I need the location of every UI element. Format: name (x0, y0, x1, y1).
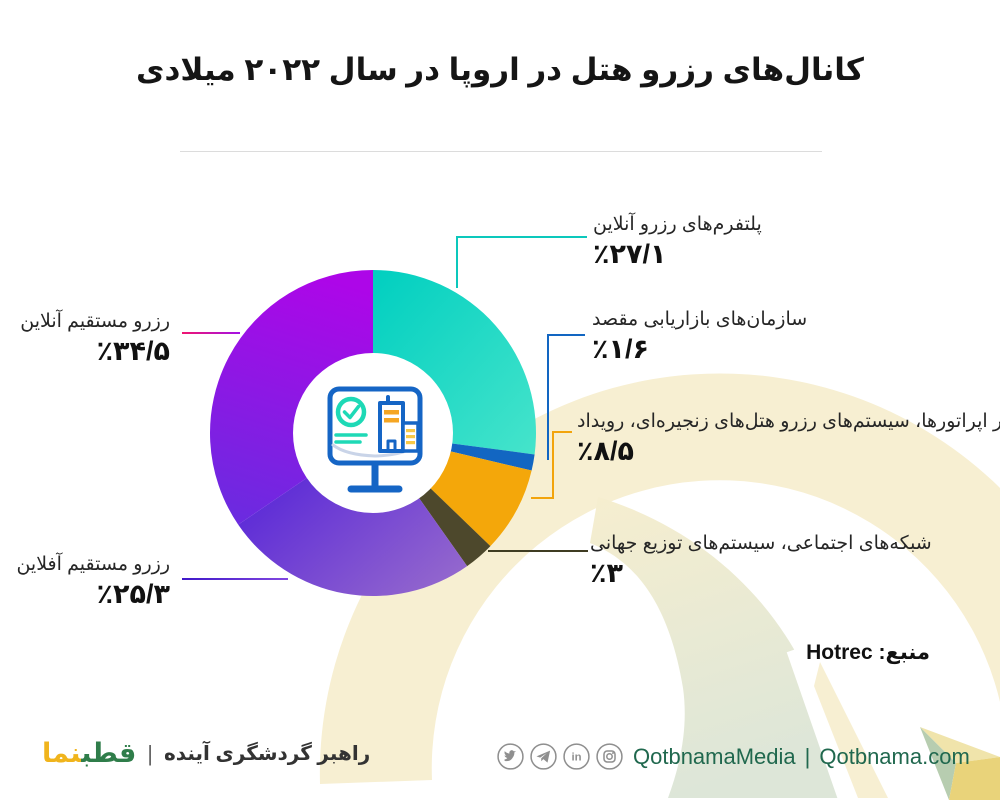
source-label: منبع: (878, 641, 931, 664)
segment-percent: ٪۲۷/۱ (593, 239, 667, 269)
segment-percent: ٪۸/۵ (577, 436, 634, 466)
segment-label-text: رزرو مستقیم آنلاین (20, 311, 170, 332)
swoosh-gap (786, 643, 866, 800)
donut-segment-2 (428, 450, 532, 547)
segment-label-text: رزرو مستقیم آفلاین (16, 554, 170, 575)
segment-percent: ٪۲۵/۳ (96, 579, 170, 609)
telegram-icon (530, 743, 557, 770)
footer-contacts: in QotbnamaMedia | Qotbnama.com (497, 743, 970, 770)
segment-label-direct-online: رزرو مستقیم آنلاین ٪۳۴/۵ (20, 310, 170, 367)
source-note: منبع: Hotrec (806, 640, 930, 665)
social-icons: in (497, 743, 623, 770)
logo-text-green: قطب (81, 738, 137, 768)
donut-segments (210, 270, 536, 596)
segment-percent: ٪۳۴/۵ (96, 336, 170, 366)
donut-segment-5 (210, 270, 373, 525)
leader-line-1 (547, 334, 585, 460)
segment-label-social-gds: شبکه‌های اجتماعی، سیستم‌های توزیع جهانی … (590, 532, 932, 589)
title-divider (180, 151, 822, 152)
segment-label-text: شبکه‌های اجتماعی، سیستم‌های توزیع جهانی (590, 533, 932, 554)
leader-line-2 (531, 431, 572, 499)
source-value: Hotrec (806, 641, 873, 664)
qotbnama-logo: قطبنما (42, 738, 137, 769)
donut-segment-0 (373, 270, 536, 455)
page-title: کانال‌های رزرو هتل در اروپا در سال ۲۰۲۲ … (136, 52, 864, 87)
svg-text:in: in (571, 752, 581, 764)
logo-text-yellow: نما (42, 738, 82, 768)
segment-percent: ٪۳ (590, 558, 623, 588)
linkedin-icon: in (563, 743, 590, 770)
instagram-icon (596, 743, 623, 770)
corner-kite-shape (920, 727, 1000, 800)
swoosh-inner-arc (590, 497, 862, 798)
footer-separator: | (147, 740, 153, 766)
segment-label-direct-offline: رزرو مستقیم آفلاین ٪۲۵/۳ (16, 553, 170, 610)
segment-label-text: تور اپراتورها، سیستم‌های رزرو هتل‌های زن… (577, 411, 1000, 432)
segment-label-text: سازمان‌های بازاریابی مقصد (592, 309, 808, 330)
brand-tagline: راهبر گردشگری آینده (164, 743, 371, 765)
website-url: Qotbnama.com (819, 743, 970, 769)
swoosh-sliver (814, 662, 888, 798)
social-handle: QotbnamaMedia (633, 743, 796, 769)
leader-lines (182, 236, 588, 580)
footer-brand: قطبنما | راهبر گردشگری آینده (42, 738, 370, 769)
twitter-icon (497, 743, 524, 770)
donut-segment-3 (417, 486, 491, 567)
segment-label-destination-marketing: سازمان‌های بازاریابی مقصد ٪۱/۶ (592, 308, 807, 365)
segment-label-online-platforms: پلتفرم‌های رزرو آنلاین ٪۲۷/۱ (593, 213, 762, 270)
segment-percent: ٪۱/۶ (592, 334, 649, 364)
donut-segment-4 (238, 476, 468, 596)
handles-separator: | (804, 743, 811, 769)
monitor-hotel-icon (293, 353, 453, 513)
leader-line-0 (456, 236, 587, 288)
segment-label-tour-operators: تور اپراتورها، سیستم‌های رزرو هتل‌های زن… (577, 410, 1000, 467)
donut-segment-1 (447, 443, 535, 471)
segment-label-text: پلتفرم‌های رزرو آنلاین (593, 214, 762, 235)
